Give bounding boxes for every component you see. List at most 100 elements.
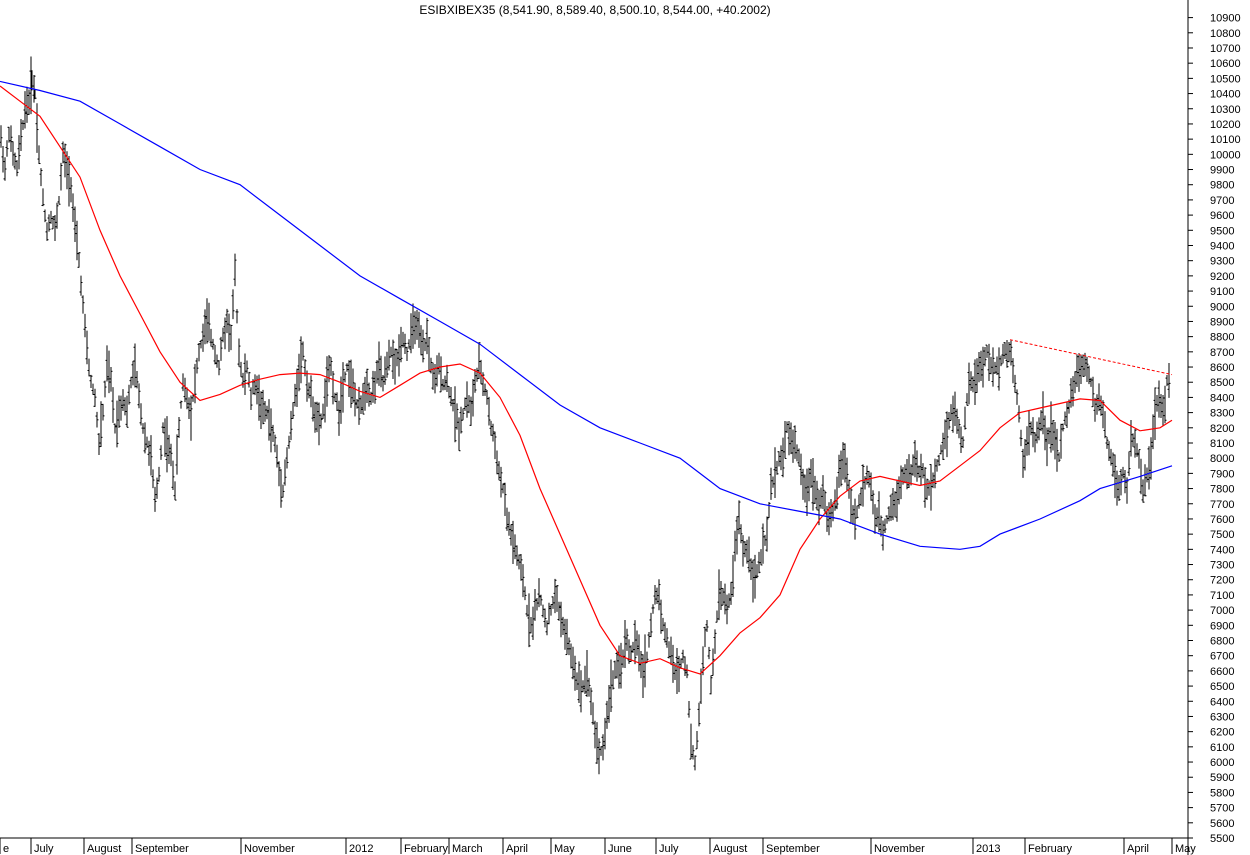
ohlc-bar: [15, 160, 19, 177]
ohlc-bar: [1073, 371, 1077, 394]
ohlc-bar: [805, 468, 809, 517]
ohlc-bar: [753, 554, 757, 599]
ohlc-bar: [1147, 446, 1151, 490]
ohlc-bar: [381, 374, 385, 392]
ohlc-bar: [461, 408, 465, 421]
ohlc-bar: [247, 371, 251, 388]
ohlc-bar: [773, 447, 777, 499]
ohlc-bar: [139, 403, 143, 426]
ohlc-bar: [1023, 439, 1027, 471]
ohlc-bar: [1077, 353, 1081, 392]
ohlc-bar: [177, 416, 181, 438]
ohlc-bar: [797, 448, 801, 467]
ohlc-bar: [47, 214, 51, 232]
x-tick-label: May: [1175, 843, 1196, 855]
ohlc-bar: [35, 103, 39, 153]
ohlc-bar: [975, 358, 979, 394]
ohlc-bar: [325, 356, 329, 407]
ohlc-bar: [889, 494, 893, 521]
ohlc-bar: [1087, 365, 1091, 385]
ohlc-bar: [769, 467, 773, 500]
ohlc-bar: [665, 628, 669, 648]
ohlc-bar: [783, 420, 787, 459]
ohlc-bar: [287, 435, 291, 449]
ohlc-bar: [761, 523, 765, 564]
ohlc-bar: [717, 569, 721, 621]
ohlc-bar: [497, 461, 501, 481]
ohlc-bar: [181, 373, 185, 392]
ohlc-bar: [429, 357, 433, 374]
ohlc-bar: [939, 444, 943, 455]
x-tick-label: 2013: [976, 843, 1000, 855]
ohlc-bar: [163, 418, 167, 457]
y-tick-label: 9700: [1210, 195, 1234, 207]
ohlc-bar: [663, 622, 667, 643]
y-tick-label: 7000: [1210, 605, 1234, 617]
ohlc-bar: [275, 444, 279, 468]
ohlc-bar: [211, 338, 215, 350]
ohlc-bar: [155, 477, 159, 499]
price-bars: [0, 56, 1171, 775]
ohlc-bar: [575, 672, 579, 691]
ohlc-bar: [153, 486, 157, 512]
y-tick-label: 8500: [1210, 377, 1234, 389]
ohlc-bar: [811, 457, 815, 511]
ohlc-bar: [165, 416, 169, 473]
ohlc-bar: [109, 367, 113, 392]
ohlc-bar: [551, 596, 555, 609]
ohlc-bar: [201, 323, 205, 352]
ohlc-bar: [363, 376, 367, 411]
ohlc-bar: [309, 375, 313, 408]
ohlc-bar: [1125, 477, 1129, 504]
ohlc-bar: [263, 401, 267, 422]
ohlc-bar: [1105, 436, 1109, 449]
ohlc-bar: [871, 490, 875, 515]
ohlc-bar: [657, 579, 661, 611]
ohlc-bar: [379, 355, 383, 388]
y-tick-label: 8700: [1210, 347, 1234, 359]
ohlc-bar: [781, 437, 785, 478]
ohlc-bar: [827, 502, 831, 536]
ohlc-bar: [91, 383, 95, 396]
ohlc-bar: [1131, 433, 1135, 447]
ohlc-bar: [609, 659, 613, 712]
ohlc-bar: [1109, 448, 1113, 466]
ohlc-bar: [385, 351, 389, 378]
ohlc-bar: [567, 637, 571, 656]
ohlc-bar: [419, 325, 423, 356]
ohlc-bar: [979, 350, 983, 382]
ohlc-bar: [1155, 394, 1159, 412]
ohlc-bar: [409, 313, 413, 354]
ohlc-bar: [917, 465, 921, 478]
y-tick-label: 6600: [1210, 666, 1234, 678]
ohlc-bar: [173, 481, 177, 501]
ohlc-bar: [313, 401, 317, 433]
ohlc-bar: [741, 535, 745, 567]
x-tick-label: April: [1127, 843, 1149, 855]
ohlc-bar: [513, 534, 517, 560]
ohlc-bar: [195, 357, 199, 374]
ohlc-bar: [469, 396, 473, 426]
ohlc-bar: [499, 466, 503, 498]
ohlc-bar: [259, 391, 263, 429]
y-tick-label: 9300: [1210, 256, 1234, 268]
resistance-trendline: [1009, 339, 1173, 376]
ohlc-bar: [957, 419, 961, 439]
ohlc-bar: [89, 374, 93, 389]
ohlc-bar: [197, 342, 201, 362]
ohlc-bar: [635, 630, 639, 656]
ohlc-bar: [235, 309, 239, 324]
ohlc-bar: [203, 309, 207, 345]
ohlc-bar: [281, 484, 285, 498]
ohlc-bar: [691, 745, 695, 760]
ohlc-bar: [967, 362, 971, 405]
ohlc-bar: [453, 386, 457, 443]
ohlc-bar: [653, 584, 657, 605]
ohlc-bar: [277, 461, 281, 487]
ohlc-bar: [725, 594, 729, 625]
ohlc-bar: [961, 436, 965, 448]
ohlc-bar: [577, 661, 581, 704]
ohlc-bar: [1103, 411, 1107, 439]
ohlc-bar: [471, 378, 475, 417]
ohlc-bar: [143, 422, 147, 454]
